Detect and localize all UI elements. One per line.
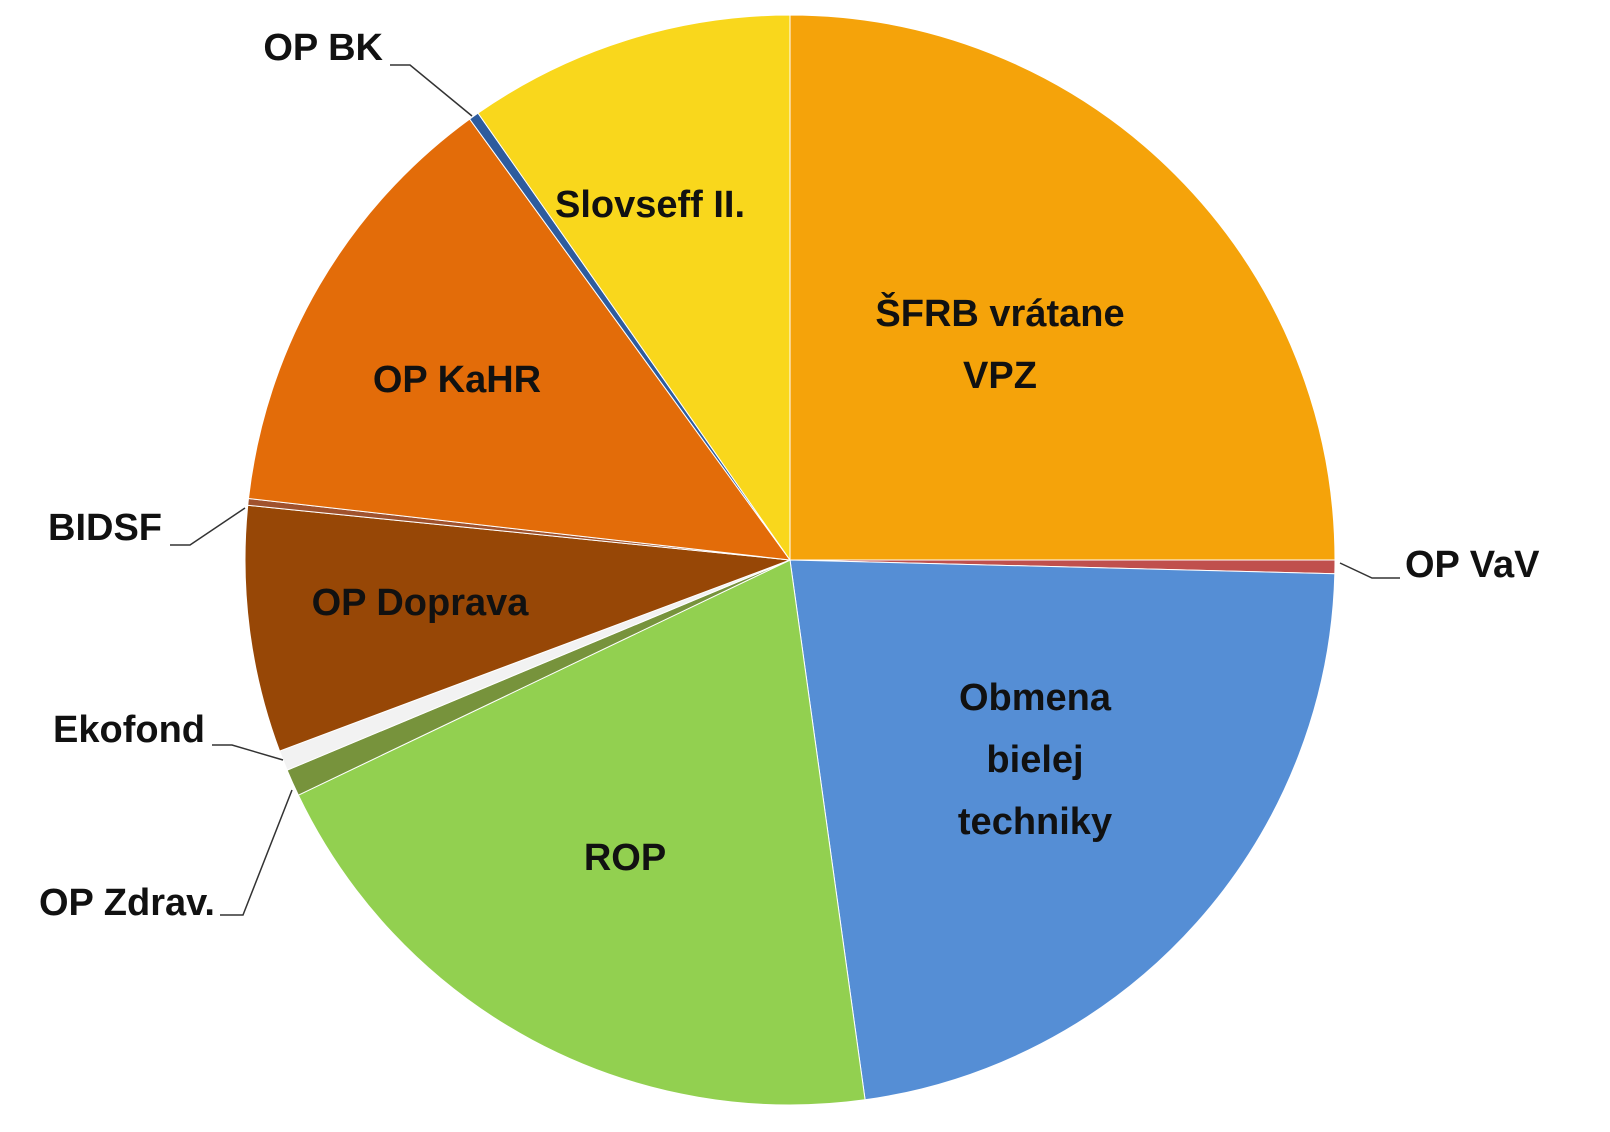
slice-label: Slovseff II.	[554, 184, 746, 226]
slice-label: BIDSF	[48, 507, 162, 549]
pie-slice	[477, 14, 791, 562]
slice-label: OP BK	[263, 27, 383, 69]
slice-label: ROP	[583, 837, 667, 879]
pie-slice	[789, 14, 1336, 561]
pie-slice	[244, 504, 791, 752]
slice-label: Ekofond	[53, 709, 205, 751]
slice-label: OP KaHR	[372, 359, 542, 401]
pie-slice	[247, 118, 792, 561]
pie-slice	[789, 559, 1336, 1101]
leader-line	[390, 64, 473, 117]
leader-line	[212, 744, 284, 761]
slice-label: OP Zdrav.	[39, 882, 215, 924]
leader-line	[220, 789, 293, 916]
slice-label: OP VaV	[1405, 544, 1540, 586]
leader-line	[170, 507, 246, 546]
slice-label: ŠFRB vrátane VPZ	[875, 293, 1125, 397]
pie-slice	[297, 559, 866, 1106]
leader-line	[1339, 562, 1400, 579]
slice-label: Obmena bielej techniky	[957, 677, 1113, 843]
slice-label: OP Doprava	[311, 582, 529, 624]
